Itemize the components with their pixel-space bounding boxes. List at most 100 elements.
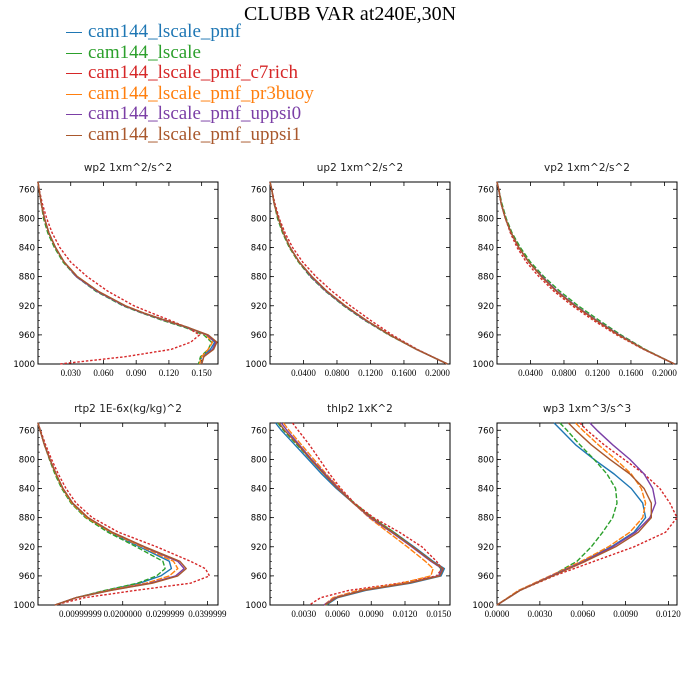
panel-title: up2 1xm^2/s^2 [317, 162, 403, 174]
y-tick-label: 880 [19, 514, 35, 524]
y-tick-label: 760 [251, 426, 267, 436]
panel-wp3: wp3 1xm^3/s^3 760 800 840 880 920 960 1000 0.000… [472, 397, 689, 632]
y-tick-label: 880 [478, 273, 494, 283]
y-tick-label: 760 [478, 185, 494, 195]
legend-item: cam144_lscale_pmf [66, 22, 314, 43]
y-tick-label: 1000 [245, 601, 267, 611]
legend-label: cam144_lscale_pmf_pr3buoy [88, 82, 314, 104]
panel-rtp2: rtp2 1E-6x(kg/kg)^2 760 800 840 880 920 960 100… [13, 397, 230, 632]
plot-frame [37, 181, 219, 365]
series-line-cam144_lscale_pmf_uppsi0 [269, 181, 448, 365]
y-tick-label: 880 [251, 273, 267, 283]
panel-thlp2: thlp2 1xK^2 760 800 840 880 920 960 1000 0.0030 0… [245, 397, 462, 632]
x-tick-label: 0.0200000 [104, 609, 143, 619]
legend-item: cam144_lscale_pmf_uppsi1 [66, 123, 314, 146]
x-tick-label: 0.0400 [518, 368, 543, 378]
y-tick-label: 760 [478, 426, 494, 436]
legend-item: cam144_lscale_pmf_c7rich [66, 63, 314, 84]
x-tick-label: 0.2000 [425, 368, 450, 378]
x-tick-label: 0.090 [126, 368, 147, 378]
panel-wp3-svg: wp3 1xm^3/s^3 760 800 840 880 920 960 10000.000… [472, 403, 681, 619]
series-line-cam144_lscale [37, 181, 213, 365]
y-tick-label: 1000 [13, 601, 35, 611]
y-tick-label: 960 [19, 572, 35, 582]
y-tick-label: 840 [251, 244, 267, 254]
legend-label: cam144_lscale_pmf [88, 21, 242, 42]
panel-thlp2-svg: thlp2 1xK^2 760 800 840 880 920 960 1000 0.0030 0… [245, 403, 451, 619]
x-tick-label: 0.0399999 [188, 609, 227, 619]
series-line-cam144_lscale_pmf_uppsi0 [37, 181, 217, 365]
legend: cam144_lscale_pmf cam144_lscale cam144_l… [66, 22, 314, 145]
y-tick-label: 960 [478, 331, 494, 341]
x-tick-label: 0.0090 [613, 609, 638, 619]
y-tick-label: 960 [19, 331, 35, 341]
y-tick-label: 920 [251, 302, 267, 312]
series-line-cam144_lscale_pmf_uppsi0 [37, 422, 185, 606]
series-line-cam144_lscale_pmf_uppsi1 [496, 422, 653, 606]
x-tick-label: 0.1200 [358, 368, 383, 378]
series-line-cam144_lscale [269, 181, 448, 365]
y-tick-label: 800 [478, 214, 494, 224]
panel-up2: up2 1xm^2/s^2 760 800 840 880 920 960 1000 0.040… [245, 156, 462, 391]
panel-title: wp3 1xm^3/s^3 [543, 403, 631, 415]
y-tick-label: 920 [19, 543, 35, 553]
series-line-cam144_lscale_pmf_uppsi0 [496, 422, 657, 606]
panel-title: wp2 1xm^2/s^2 [84, 162, 172, 174]
legend-swatch [66, 93, 82, 95]
y-tick-label: 800 [251, 214, 267, 224]
legend-label: cam144_lscale_pmf_c7rich [88, 62, 298, 83]
y-tick-label: 840 [478, 485, 494, 495]
panel-title: rtp2 1E-6x(kg/kg)^2 [74, 403, 182, 415]
panel-vp2: vp2 1xm^2/s^2 760 800 840 880 920 960 1000 0.040… [472, 156, 689, 391]
x-tick-label: 0.0150 [426, 609, 451, 619]
series-line-cam144_lscale_pmf_uppsi1 [496, 181, 675, 365]
y-tick-label: 960 [251, 331, 267, 341]
x-tick-label: 0.0400 [291, 368, 316, 378]
panel-title: vp2 1xm^2/s^2 [544, 162, 630, 174]
x-tick-label: 0.0800 [552, 368, 577, 378]
series-line-cam144_lscale_pmf_pr3buoy [282, 422, 434, 606]
x-tick-label: 0.1600 [619, 368, 644, 378]
panel-vp2-svg: vp2 1xm^2/s^2 760 800 840 880 920 960 1000 0.040… [472, 162, 678, 378]
series-line-cam144_lscale_pmf_c7rich [496, 422, 678, 606]
y-tick-label: 840 [478, 244, 494, 254]
y-tick-label: 760 [19, 185, 35, 195]
y-tick-label: 1000 [472, 360, 494, 370]
plot-frame [269, 181, 451, 365]
y-tick-label: 920 [251, 543, 267, 553]
series-line-cam144_lscale_pmf [496, 422, 647, 606]
y-tick-label: 1000 [13, 360, 35, 370]
series-line-cam144_lscale_pmf [496, 181, 675, 365]
panel-title: thlp2 1xK^2 [327, 403, 393, 415]
x-tick-label: 0.120 [159, 368, 180, 378]
x-tick-label: 0.2000 [652, 368, 677, 378]
y-tick-label: 880 [19, 273, 35, 283]
y-tick-label: 840 [19, 485, 35, 495]
plot-frame [496, 181, 678, 365]
series-line-cam144_lscale [496, 181, 675, 365]
plot-frame [37, 422, 219, 606]
legend-label: cam144_lscale_pmf_uppsi1 [88, 123, 302, 145]
y-tick-label: 800 [19, 455, 35, 465]
legend-swatch [66, 52, 82, 54]
x-tick-label: 0.0060 [325, 609, 350, 619]
plot-frame [496, 422, 678, 606]
x-tick-label: 0.0000 [485, 609, 510, 619]
series-line-cam144_lscale_pmf_pr3buoy [269, 181, 448, 365]
legend-swatch [66, 32, 82, 34]
x-tick-label: 0.060 [93, 368, 114, 378]
x-tick-label: 0.0030 [291, 609, 316, 619]
y-tick-label: 960 [251, 572, 267, 582]
x-tick-label: 0.00999999 [59, 609, 102, 619]
y-tick-label: 800 [478, 455, 494, 465]
x-tick-label: 0.030 [61, 368, 82, 378]
x-tick-label: 0.0299999 [146, 609, 185, 619]
x-tick-label: 0.1200 [585, 368, 610, 378]
x-tick-label: 0.0120 [393, 609, 418, 619]
y-tick-label: 800 [19, 214, 35, 224]
series-line-cam144_lscale_pmf_uppsi0 [496, 181, 675, 365]
series-line-cam144_lscale_pmf [269, 181, 448, 365]
series-line-cam144_lscale_pmf_c7rich [37, 422, 211, 606]
series-line-cam144_lscale_pmf_c7rich [269, 181, 448, 365]
panel-rtp2-svg: rtp2 1E-6x(kg/kg)^2 760 800 840 880 920 960 100… [13, 403, 227, 619]
